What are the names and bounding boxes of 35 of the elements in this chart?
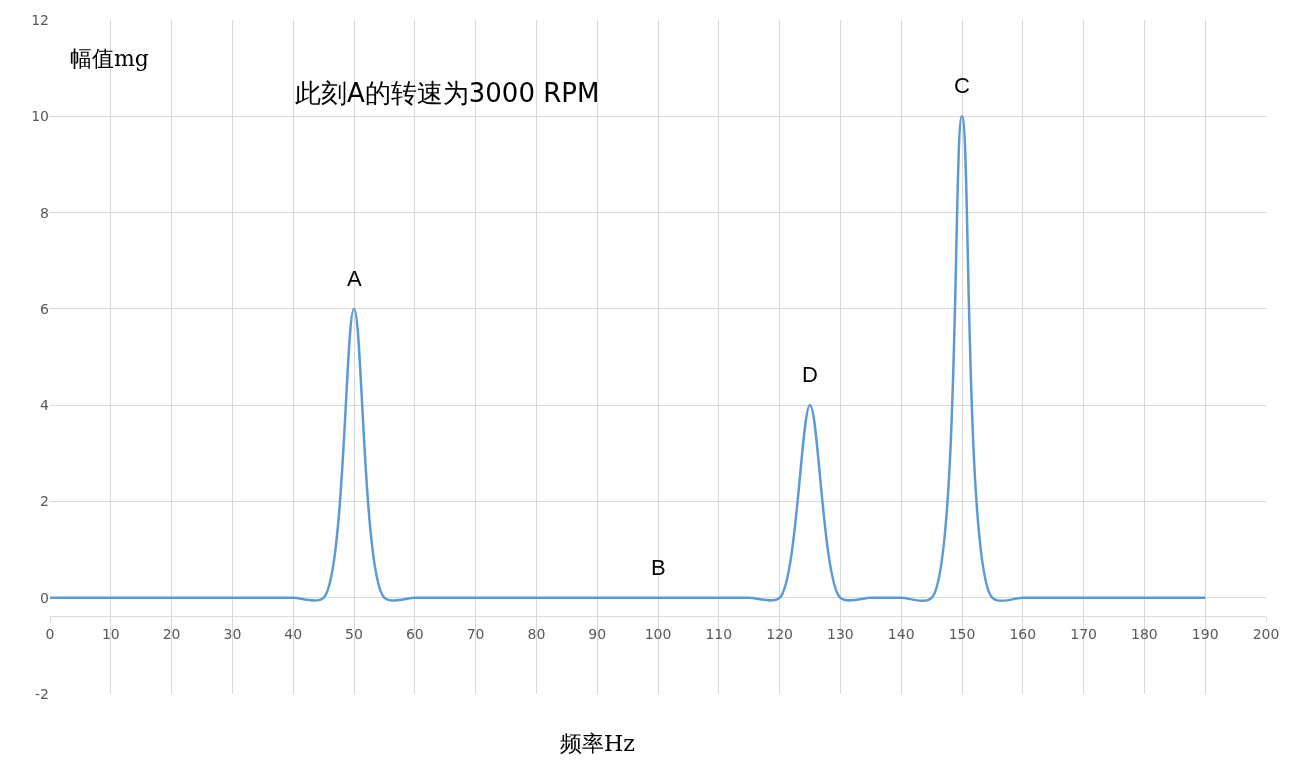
y-tick-label: 8 <box>40 204 49 221</box>
x-axis-title: 频率Hz <box>560 731 635 756</box>
x-tick-label: 120 <box>766 625 793 642</box>
y-tick-label: 6 <box>40 300 50 317</box>
x-tick-label: 160 <box>1009 625 1037 642</box>
x-tick-label: 180 <box>1131 625 1158 642</box>
x-tick-label: 50 <box>345 625 363 642</box>
annotation: D <box>802 362 818 387</box>
y-axis-title: 幅值mg <box>70 46 149 71</box>
x-tick-label: 90 <box>588 625 607 642</box>
x-tick-label: 10 <box>101 625 120 642</box>
y-tick-label: 12 <box>31 11 49 28</box>
x-tick-label: 200 <box>1252 625 1280 642</box>
x-tick-label: 20 <box>162 625 181 642</box>
y-tick-label: -2 <box>35 686 49 703</box>
x-tick-label: 110 <box>705 625 733 642</box>
x-tick-label: 40 <box>284 625 303 642</box>
x-tick-label: 70 <box>466 625 485 642</box>
annotation: B <box>651 555 666 580</box>
x-tick-label: 100 <box>644 625 672 642</box>
y-tick-label: 2 <box>40 493 49 510</box>
x-tick-label: 80 <box>527 625 546 642</box>
x-tick-label: 30 <box>223 625 242 642</box>
annotation: 此刻A的转速为3000 RPM <box>295 78 600 108</box>
x-tick-label: 150 <box>948 625 976 642</box>
x-tick-label: 140 <box>887 625 915 642</box>
y-tick-label: 4 <box>40 397 50 414</box>
x-tick-label: 60 <box>405 625 424 642</box>
y-tick-label: 0 <box>40 589 49 606</box>
x-tick-label: 170 <box>1070 625 1097 642</box>
x-tick-label: 190 <box>1191 625 1219 642</box>
annotation: C <box>954 73 970 98</box>
y-tick-label: 10 <box>31 108 49 125</box>
x-tick-label: 130 <box>827 625 854 642</box>
annotation: A <box>347 266 362 291</box>
